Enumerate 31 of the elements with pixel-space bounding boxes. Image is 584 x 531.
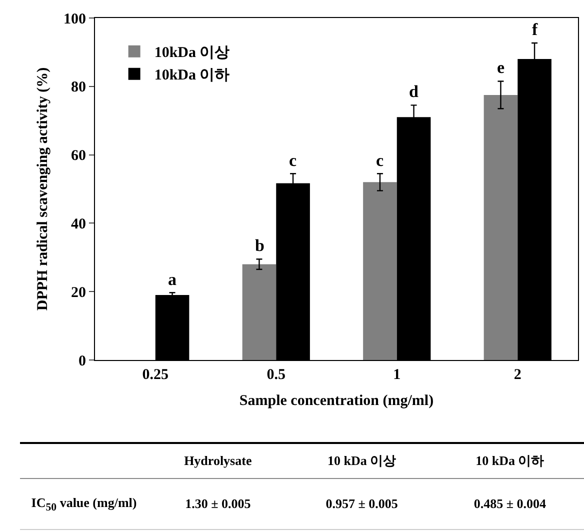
y-axis-title: DPPH radical scavenging activity (%) — [34, 67, 51, 311]
y-tick-label: 100 — [64, 11, 86, 28]
bar — [484, 94, 518, 360]
annotation: b — [255, 236, 264, 255]
y-tick-label: 0 — [78, 353, 86, 370]
legend-label: 10kDa 이상 — [154, 45, 230, 62]
y-tick-label: 80 — [71, 80, 86, 96]
bar — [242, 264, 276, 360]
bar — [363, 182, 397, 360]
legend-label: 10kDa 이하 — [154, 68, 230, 84]
text: 1.30 ± 0.005 — [148, 478, 288, 530]
text: 0.485 ± 0.004 — [436, 478, 584, 530]
annotation: d — [409, 82, 419, 101]
text: 10 kDa 이하 — [436, 443, 584, 478]
annotation: f — [532, 20, 538, 39]
text: Hydrolysate — [148, 443, 288, 478]
annotation: a — [168, 270, 177, 289]
x-tick-label: 0.5 — [266, 367, 286, 383]
text: 0.957 ± 0.005 — [288, 478, 436, 530]
x-axis-title: Sample concentration (mg/ml) — [239, 393, 434, 409]
y-tick-label: 40 — [71, 216, 86, 232]
x-tick-label: 2 — [514, 367, 522, 383]
y-tick-label: 60 — [71, 148, 86, 164]
annotation: c — [289, 151, 297, 170]
x-tick-label: 1 — [393, 367, 401, 383]
text: IC$_{50}$ value (mg/ml) — [20, 478, 148, 530]
x-tick-label: 0.25 — [142, 367, 169, 383]
y-tick-label: 20 — [71, 284, 86, 301]
annotation: e — [497, 58, 505, 77]
text: 10 kDa 이상 — [288, 443, 436, 478]
annotation: c — [376, 151, 384, 170]
